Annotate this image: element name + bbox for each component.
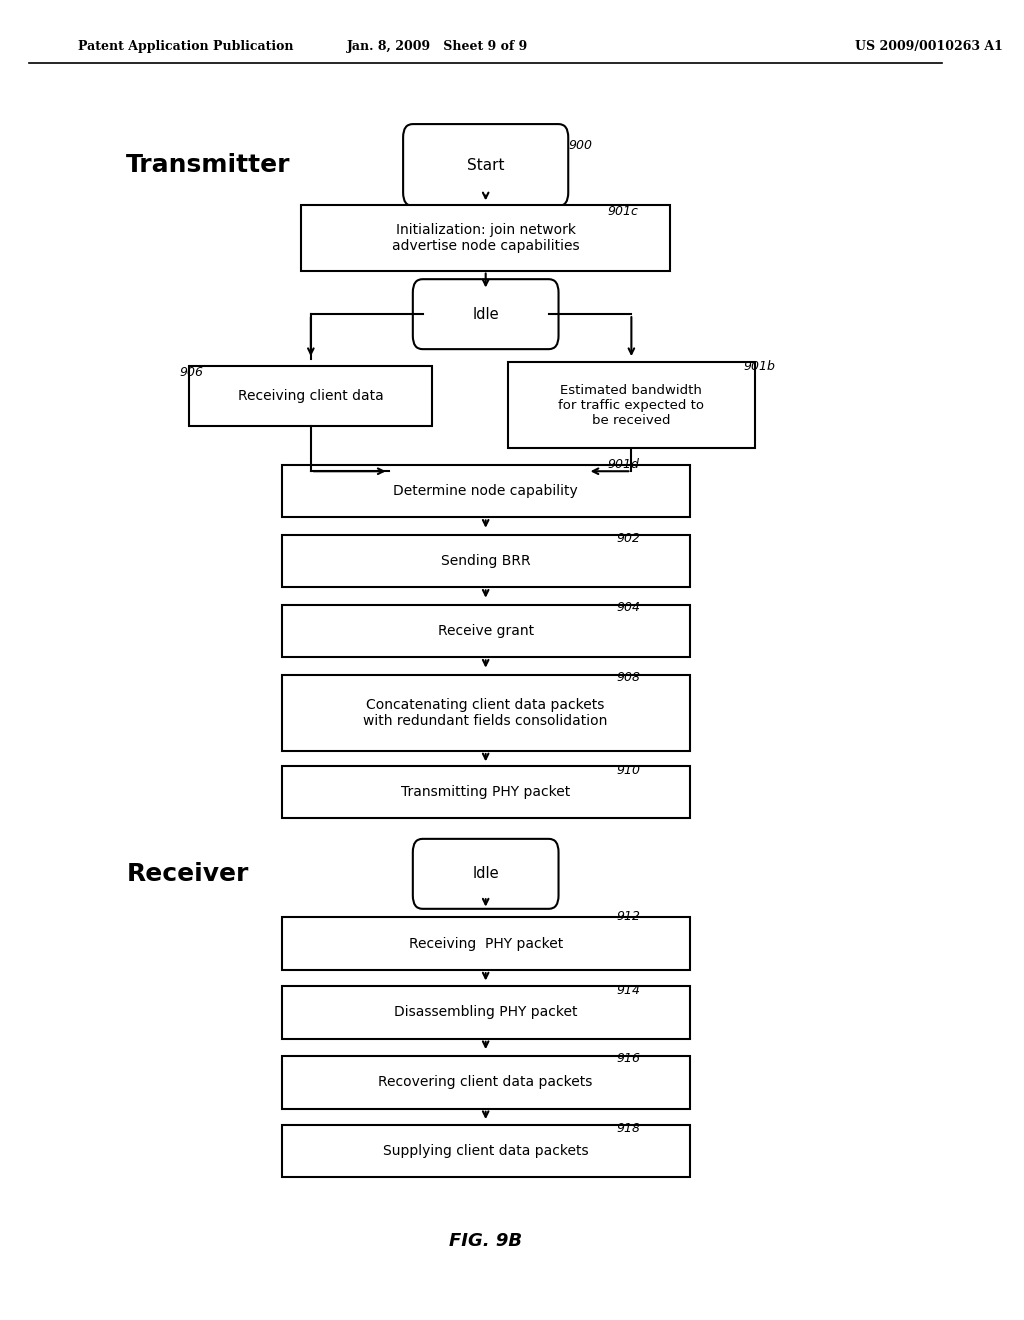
Bar	[508, 362, 756, 449]
Text: Transmitting PHY packet: Transmitting PHY packet	[401, 785, 570, 799]
Bar	[282, 465, 689, 517]
Bar	[282, 986, 689, 1039]
Text: Concatenating client data packets
with redundant fields consolidation: Concatenating client data packets with r…	[364, 698, 608, 727]
Bar	[189, 366, 432, 425]
Text: Receiving client data: Receiving client data	[238, 389, 384, 403]
Text: Receiver: Receiver	[126, 862, 249, 886]
Text: Receiving  PHY packet: Receiving PHY packet	[409, 937, 563, 950]
Text: 908: 908	[616, 671, 641, 684]
Text: Start: Start	[467, 157, 505, 173]
Text: 912: 912	[616, 909, 641, 923]
Text: 914: 914	[616, 983, 641, 997]
FancyBboxPatch shape	[413, 279, 558, 348]
Bar	[282, 605, 689, 657]
Text: 918: 918	[616, 1122, 641, 1135]
Bar	[282, 917, 689, 970]
Text: 906: 906	[179, 366, 204, 379]
Text: Jan. 8, 2009   Sheet 9 of 9: Jan. 8, 2009 Sheet 9 of 9	[346, 40, 527, 53]
Text: Receive grant: Receive grant	[437, 624, 534, 638]
Text: Idle: Idle	[472, 306, 499, 322]
Text: US 2009/0010263 A1: US 2009/0010263 A1	[855, 40, 1002, 53]
Text: Patent Application Publication: Patent Application Publication	[78, 40, 293, 53]
Text: FIG. 9B: FIG. 9B	[450, 1232, 522, 1250]
Text: Transmitter: Transmitter	[126, 153, 291, 177]
Text: Disassembling PHY packet: Disassembling PHY packet	[394, 1006, 578, 1019]
Text: 901c: 901c	[607, 205, 638, 218]
Bar	[301, 205, 671, 271]
Text: 910: 910	[616, 764, 641, 777]
Bar	[282, 1125, 689, 1177]
Text: Sending BRR: Sending BRR	[441, 554, 530, 568]
Bar	[282, 1056, 689, 1109]
Text: 901b: 901b	[743, 360, 775, 374]
Text: Recovering client data packets: Recovering client data packets	[379, 1076, 593, 1089]
Text: Determine node capability: Determine node capability	[393, 484, 579, 498]
Text: Supplying client data packets: Supplying client data packets	[383, 1144, 589, 1158]
Text: Initialization: join network
advertise node capabilities: Initialization: join network advertise n…	[392, 223, 580, 252]
Text: 904: 904	[616, 601, 641, 614]
FancyBboxPatch shape	[403, 124, 568, 206]
Text: 900: 900	[568, 139, 592, 152]
Text: 916: 916	[616, 1052, 641, 1065]
Bar	[282, 766, 689, 818]
Text: Idle: Idle	[472, 866, 499, 882]
Bar	[282, 675, 689, 751]
Bar	[282, 535, 689, 587]
Text: Estimated bandwidth
for traffic expected to
be received: Estimated bandwidth for traffic expected…	[558, 384, 705, 426]
Text: 901d: 901d	[607, 458, 639, 471]
Text: 902: 902	[616, 532, 641, 545]
FancyBboxPatch shape	[413, 840, 558, 908]
